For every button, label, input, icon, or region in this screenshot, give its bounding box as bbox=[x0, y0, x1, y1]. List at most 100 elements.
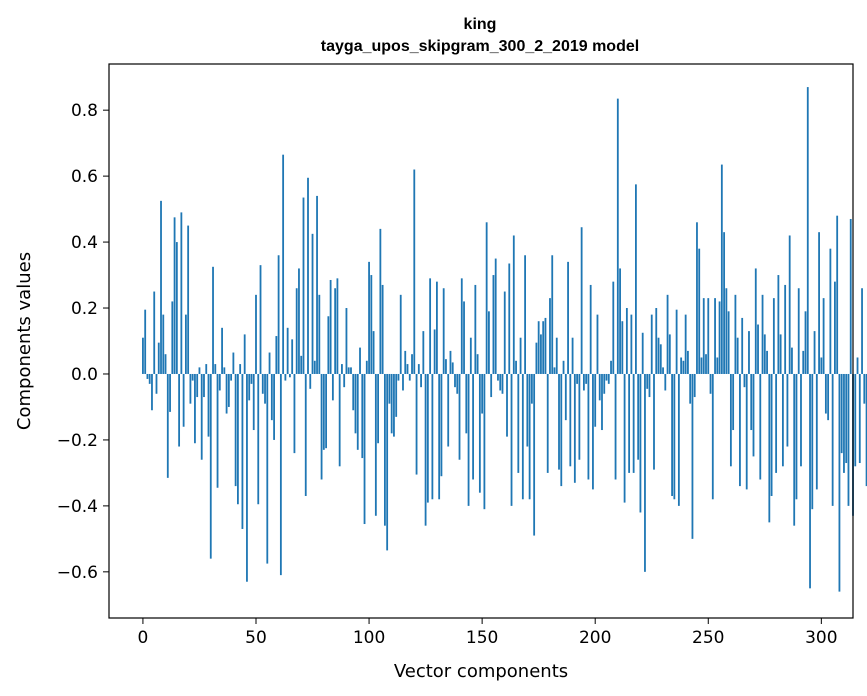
bar-82 bbox=[327, 316, 330, 374]
bar-66 bbox=[291, 339, 294, 374]
bar-254 bbox=[716, 357, 719, 374]
bar-110 bbox=[390, 373, 393, 434]
bar-153 bbox=[488, 311, 490, 374]
bar-285 bbox=[786, 373, 789, 447]
bar-291 bbox=[800, 373, 802, 467]
bars-group bbox=[142, 87, 867, 592]
y-tick-label: −0.6 bbox=[57, 563, 98, 583]
bar-14 bbox=[173, 217, 176, 374]
bar-111 bbox=[393, 373, 395, 437]
bar-17 bbox=[180, 212, 183, 374]
bar-188 bbox=[567, 261, 569, 374]
bar-37 bbox=[225, 373, 228, 414]
bar-96 bbox=[359, 347, 361, 374]
bar-75 bbox=[311, 233, 314, 374]
bar-85 bbox=[334, 288, 337, 374]
bar-94 bbox=[354, 373, 357, 434]
y-tick-label: 0.0 bbox=[71, 365, 98, 385]
bar-24 bbox=[196, 373, 199, 398]
bar-146 bbox=[472, 373, 474, 480]
bar-312 bbox=[847, 373, 850, 506]
y-axis-ticks: −0.6 −0.4 −0.2 0.0 0.2 0.4 0.6 0.8 bbox=[57, 101, 109, 583]
bar-6 bbox=[155, 373, 158, 394]
bar-112 bbox=[395, 373, 398, 417]
bar-293 bbox=[804, 311, 807, 374]
bar-276 bbox=[766, 350, 768, 374]
bar-62 bbox=[282, 154, 285, 374]
bar-286 bbox=[788, 235, 791, 374]
bar-289 bbox=[795, 373, 798, 500]
bar-290 bbox=[797, 288, 800, 374]
bar-248 bbox=[702, 298, 705, 374]
bar-58 bbox=[273, 373, 275, 440]
bar-202 bbox=[598, 373, 601, 401]
bar-215 bbox=[628, 373, 631, 473]
bar-297 bbox=[813, 331, 816, 374]
y-tick-label: 0.6 bbox=[71, 167, 98, 187]
bar-60 bbox=[277, 255, 280, 374]
bar-135 bbox=[447, 373, 450, 447]
bar-235 bbox=[673, 373, 676, 500]
y-tick-label: 0.2 bbox=[71, 299, 98, 319]
bar-137 bbox=[451, 362, 454, 374]
bar-122 bbox=[417, 364, 420, 374]
bar-25 bbox=[198, 367, 201, 374]
bar-298 bbox=[815, 373, 818, 490]
bar-38 bbox=[227, 373, 230, 407]
x-tick-label: 250 bbox=[692, 628, 724, 648]
bar-119 bbox=[411, 354, 413, 374]
bar-268 bbox=[748, 331, 750, 374]
bar-178 bbox=[544, 317, 547, 374]
bar-101 bbox=[370, 275, 373, 374]
bar-49 bbox=[252, 373, 255, 431]
bar-227 bbox=[655, 308, 658, 374]
bar-127 bbox=[429, 278, 432, 374]
bar-89 bbox=[343, 373, 346, 388]
x-tick-label: 150 bbox=[466, 628, 498, 648]
bar-299 bbox=[818, 232, 820, 374]
bar-118 bbox=[408, 373, 411, 381]
bar-208 bbox=[612, 281, 615, 374]
bar-160 bbox=[503, 291, 506, 374]
bar-55 bbox=[266, 373, 269, 564]
bar-316 bbox=[856, 357, 859, 374]
bar-239 bbox=[682, 360, 685, 374]
bar-95 bbox=[356, 373, 359, 450]
bar-83 bbox=[329, 279, 332, 374]
bar-148 bbox=[476, 354, 479, 374]
bar-280 bbox=[775, 373, 778, 473]
bar-26 bbox=[200, 373, 203, 460]
bar-140 bbox=[458, 373, 461, 460]
bar-159 bbox=[501, 373, 504, 394]
bar-185 bbox=[560, 373, 563, 487]
bar-28 bbox=[205, 364, 208, 374]
bar-143 bbox=[465, 373, 468, 434]
bar-213 bbox=[623, 373, 626, 503]
bar-100 bbox=[368, 261, 370, 374]
bar-20 bbox=[187, 225, 190, 374]
bar-195 bbox=[582, 373, 585, 391]
bar-35 bbox=[221, 327, 223, 374]
bar-128 bbox=[431, 373, 434, 500]
bar-44 bbox=[241, 373, 244, 529]
bar-86 bbox=[336, 278, 339, 374]
bar-147 bbox=[474, 284, 477, 374]
bar-240 bbox=[684, 314, 687, 374]
bar-317 bbox=[858, 373, 861, 464]
bar-149 bbox=[478, 373, 481, 493]
bar-241 bbox=[687, 350, 689, 374]
bar-186 bbox=[562, 360, 565, 374]
bar-91 bbox=[347, 367, 350, 374]
bar-134 bbox=[445, 359, 447, 374]
bar-0 bbox=[142, 337, 144, 374]
bar-184 bbox=[558, 373, 560, 470]
bar-179 bbox=[546, 373, 549, 473]
bar-81 bbox=[325, 373, 327, 449]
x-axis-label: Vector components bbox=[394, 661, 568, 682]
bar-315 bbox=[854, 373, 857, 467]
bar-222 bbox=[644, 373, 646, 572]
bar-16 bbox=[178, 373, 181, 447]
bar-98 bbox=[363, 373, 366, 525]
bar-201 bbox=[596, 314, 599, 374]
bar-189 bbox=[569, 373, 572, 467]
